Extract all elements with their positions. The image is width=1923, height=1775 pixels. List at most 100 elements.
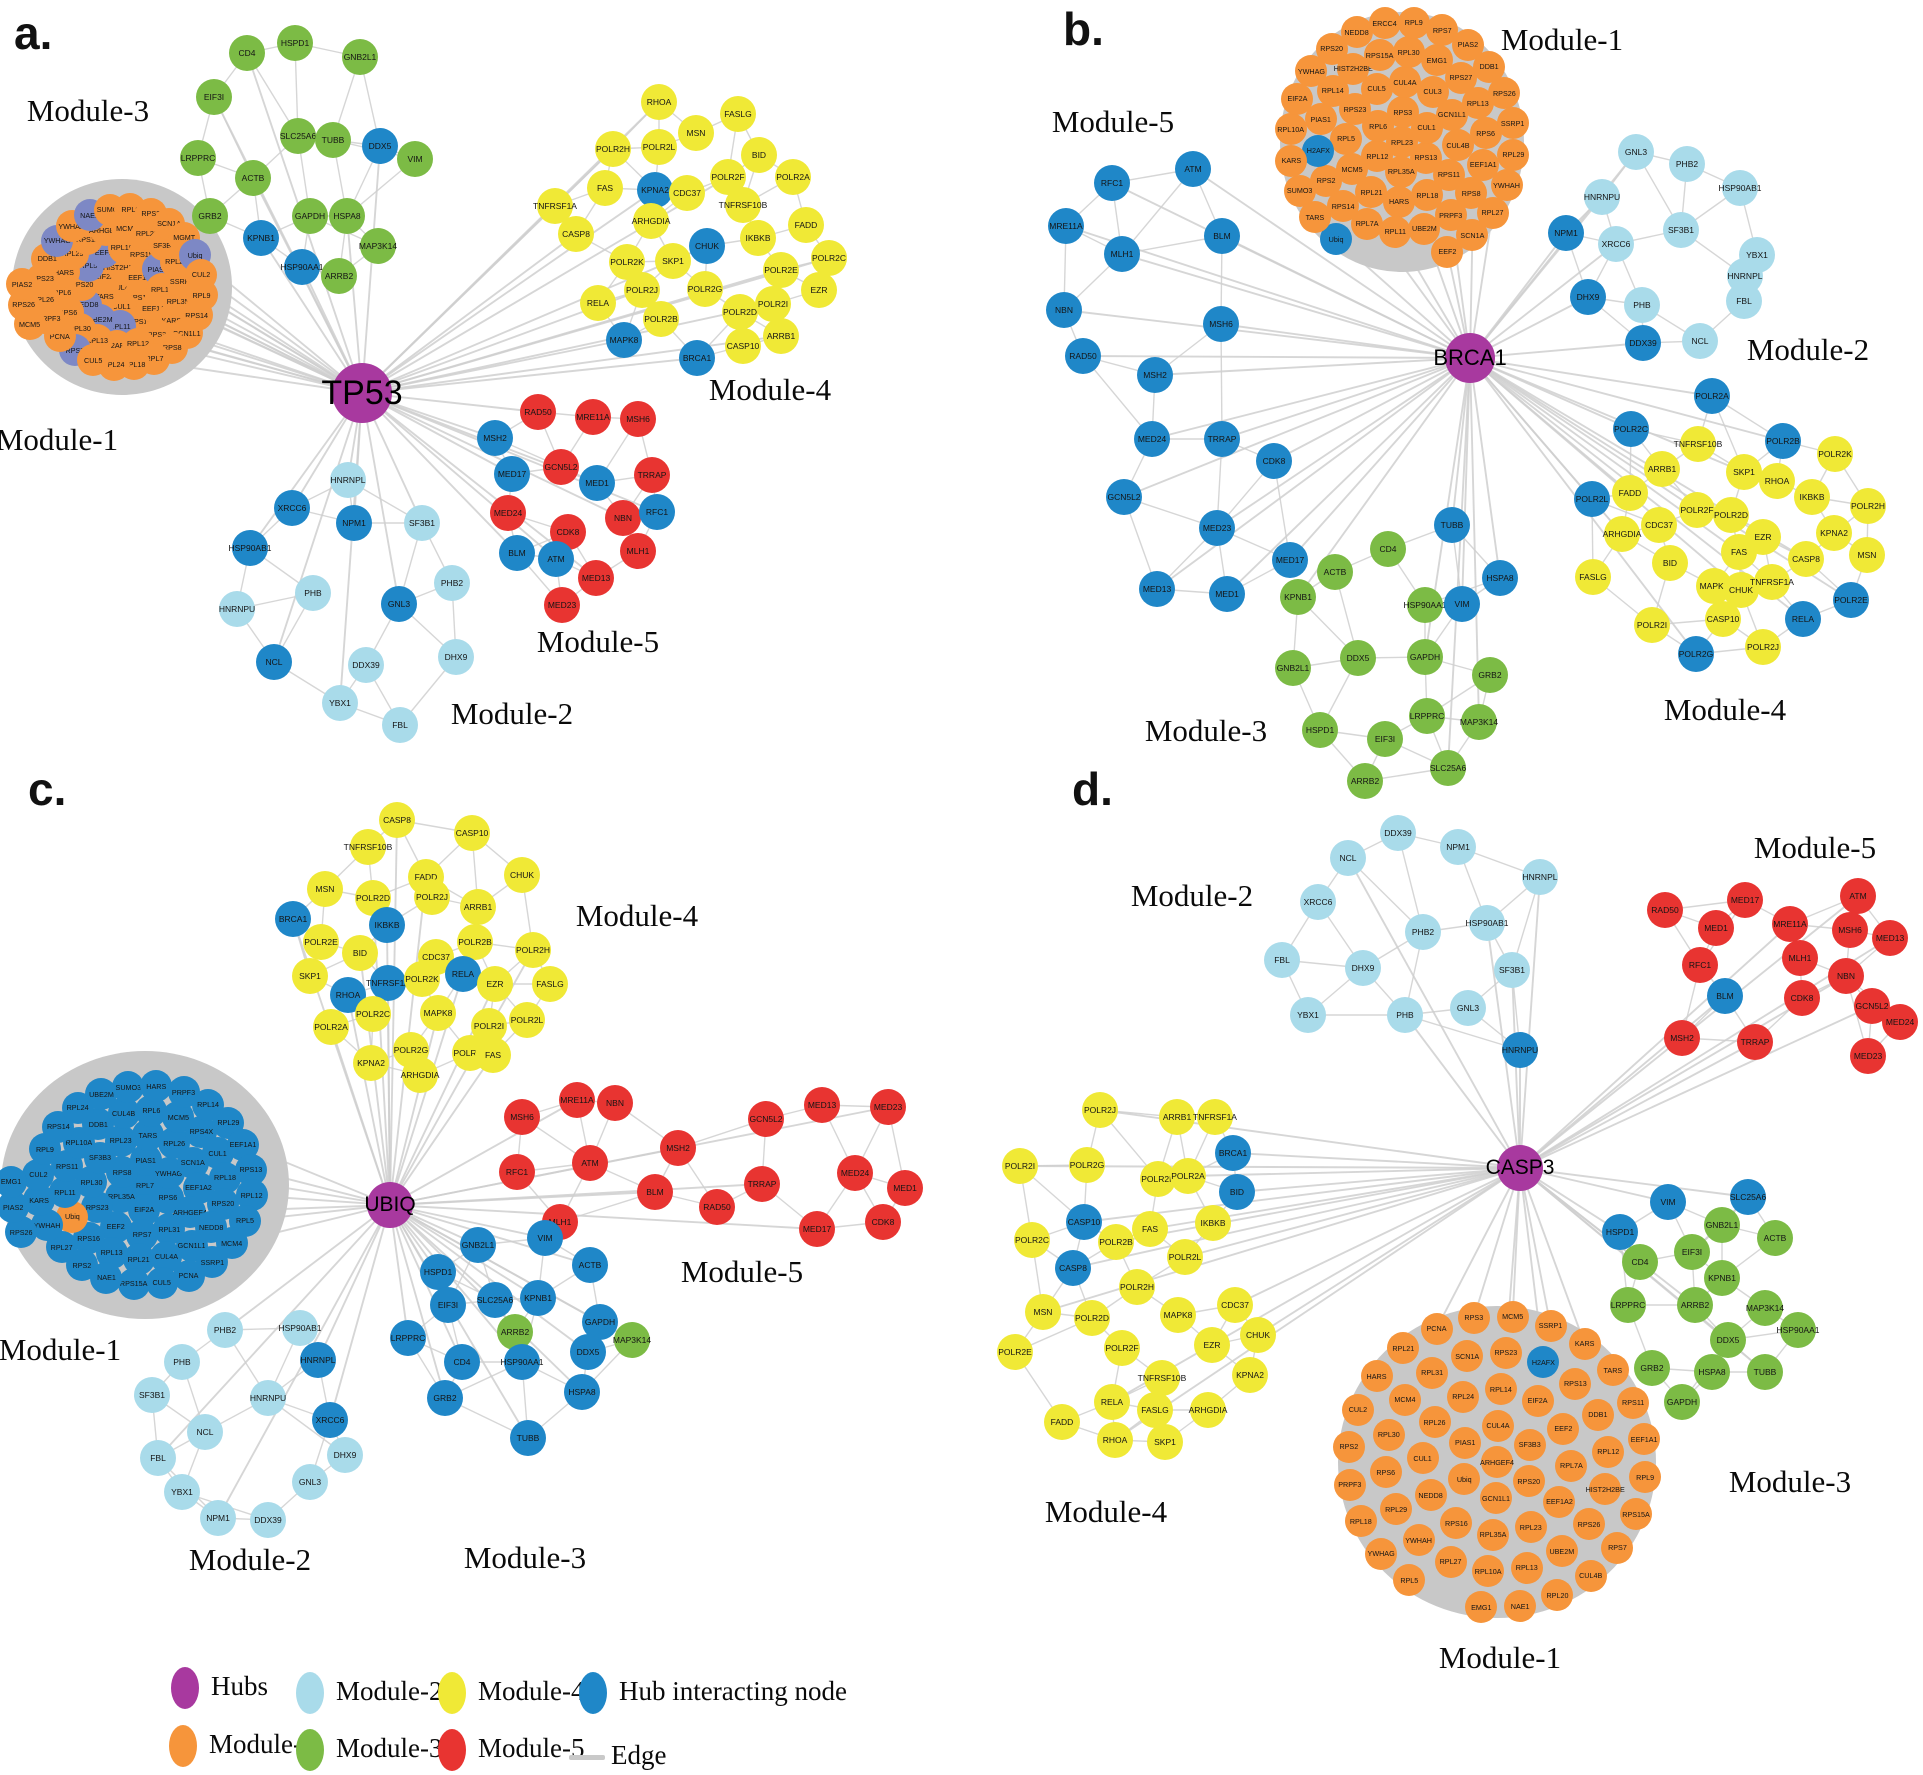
edge bbox=[389, 1183, 763, 1206]
node-med1-label: MED1 bbox=[1215, 589, 1239, 599]
node-rpl5: RPL5 bbox=[1330, 122, 1363, 155]
node-vim: VIM bbox=[1444, 586, 1480, 622]
node-cul4b-label: CUL4B bbox=[1446, 140, 1470, 150]
node-eef2-label: EEF2 bbox=[1438, 247, 1457, 257]
node-gcn1l1-label: GCN1L1 bbox=[172, 328, 201, 338]
node-arrb1-label: ARRB1 bbox=[1647, 464, 1677, 474]
node-eef2-label: EEF2 bbox=[94, 247, 113, 257]
node-polr2c: POLR2C bbox=[811, 240, 847, 276]
node-pias2: PIAS2 bbox=[6, 268, 39, 301]
node-cdk8-label: CDK8 bbox=[1262, 456, 1286, 466]
node-faslg-label: FASLG bbox=[1579, 572, 1607, 582]
node-rela: RELA bbox=[1785, 601, 1821, 637]
node-skp1-label: SKP1 bbox=[1733, 467, 1755, 477]
node-fadd: FADD bbox=[1612, 475, 1648, 511]
edge bbox=[317, 1204, 391, 1361]
node-kpnb1-label: KPNB1 bbox=[1284, 592, 1312, 602]
edge bbox=[249, 392, 363, 549]
node-hspd1-label: HSPD1 bbox=[280, 38, 310, 48]
legend-label-module-2: Module-2 bbox=[336, 1676, 443, 1706]
node-ikbkb-label: IKBKB bbox=[1799, 492, 1825, 502]
edge bbox=[273, 392, 363, 663]
edge bbox=[389, 1204, 446, 1399]
node-scn1a-label: SCN1A bbox=[1460, 230, 1485, 240]
node-atm-label: ATM bbox=[1184, 164, 1202, 174]
node-rps13-label: RPS13 bbox=[127, 292, 151, 302]
node-sf3b1: SF3B1 bbox=[404, 505, 440, 541]
node-ywhah: YWHAH bbox=[1490, 169, 1523, 202]
node-rpl21-label: RPL21 bbox=[1360, 187, 1383, 197]
node-gapdh-label: GAPDH bbox=[1409, 652, 1441, 662]
node-xrcc6: XRCC6 bbox=[274, 490, 310, 526]
node-polr2c-label: POLR2C bbox=[1613, 424, 1648, 434]
node-ssrp1: SSRP1 bbox=[1496, 107, 1529, 140]
node-hsp90aa1-label: HSP90AA1 bbox=[1403, 600, 1447, 610]
node-rpl12-label: RPL12 bbox=[1366, 151, 1389, 161]
node-brca1-label: BRCA1 bbox=[682, 353, 712, 363]
node-arrb2-label: ARRB2 bbox=[324, 271, 354, 281]
node-hnrnpl-label: HNRNPL bbox=[1727, 271, 1763, 281]
node-lrpprc-label: LRPPRC bbox=[180, 153, 216, 163]
node-phb: PHB bbox=[295, 575, 331, 611]
node-gnl3-label: GNL3 bbox=[1624, 147, 1648, 157]
node-rpl11-label: RPL11 bbox=[1384, 227, 1407, 237]
edge bbox=[1121, 253, 1471, 359]
edge bbox=[1236, 1167, 1521, 1193]
edge bbox=[1082, 355, 1471, 359]
edge bbox=[252, 177, 363, 394]
edge bbox=[1404, 1014, 1521, 1169]
edge bbox=[1519, 876, 1541, 1169]
node-arrb1: ARRB1 bbox=[763, 318, 799, 354]
edge bbox=[1469, 357, 1742, 591]
node-polr2l: POLR2L bbox=[641, 129, 677, 165]
node-rps16-label: RPS16 bbox=[128, 317, 152, 327]
node-rhoa: RHOA bbox=[641, 84, 677, 120]
panel-a-module-2-label: Module-2 bbox=[450, 696, 574, 731]
node-arhgdia: ARHGDIA bbox=[632, 203, 670, 239]
node-polr2l-label: POLR2L bbox=[1575, 494, 1609, 504]
edge bbox=[1154, 357, 1471, 376]
node-med23: MED23 bbox=[1199, 510, 1235, 546]
node-tnfrsf1a-label: TNFRSF1A bbox=[533, 201, 577, 211]
node-hnrnpu: HNRNPU bbox=[219, 591, 255, 627]
edge bbox=[389, 1106, 889, 1206]
node-dhx9-label: DHX9 bbox=[444, 652, 468, 662]
node-cul3-label: CUL3 bbox=[1423, 87, 1442, 97]
node-mlh1: MLH1 bbox=[620, 533, 656, 569]
node-rpl30: RPL30 bbox=[1392, 36, 1425, 69]
node-ube2m-label: UBE2M bbox=[87, 315, 113, 325]
node-mre11a: MRE11A bbox=[575, 399, 611, 435]
edge bbox=[1519, 1041, 1756, 1169]
node-pias2-label: PIAS2 bbox=[1457, 40, 1479, 50]
node-polr2g: POLR2G bbox=[687, 271, 723, 307]
node-eif3i: EIF3I bbox=[1367, 721, 1403, 757]
node-actb: ACTB bbox=[1317, 554, 1353, 590]
node-ezr-label: EZR bbox=[1754, 532, 1772, 542]
node-rps20-label: RPS20 bbox=[70, 280, 94, 290]
node-npm1-label: NPM1 bbox=[1554, 228, 1578, 238]
node-xrcc6-label: XRCC6 bbox=[1601, 239, 1631, 249]
node-rps3-label: RPS3 bbox=[147, 330, 167, 340]
node-phb2: PHB2 bbox=[434, 565, 470, 601]
node-ncl-label: NCL bbox=[1691, 336, 1709, 346]
panel-a-module-5-label: Module-5 bbox=[536, 624, 660, 659]
node-bid: BID bbox=[741, 137, 777, 173]
node-ddx39-label: DDX39 bbox=[1629, 338, 1657, 348]
node-arrb2: ARRB2 bbox=[321, 258, 357, 294]
node-msn: MSN bbox=[1849, 537, 1885, 573]
node-ywhag-label: YWHAG bbox=[43, 236, 71, 246]
hub-tp53: TP53 bbox=[321, 363, 403, 423]
node-eif3i-label: EIF3I bbox=[1374, 734, 1396, 744]
hub-brca1-label: BRCA1 bbox=[1433, 345, 1507, 370]
edge bbox=[389, 1204, 529, 1439]
node-blm-label: BLM bbox=[1213, 231, 1231, 241]
node-eif2a-label: EIF2A bbox=[94, 272, 115, 282]
node-rps26-label: RPS26 bbox=[12, 300, 36, 310]
node-rpl7-label: RPL7 bbox=[145, 354, 164, 364]
node-casp8-label: CASP8 bbox=[383, 815, 411, 825]
node-kars-label: KARS bbox=[1281, 156, 1302, 166]
node-trrap-label: TRRAP bbox=[637, 470, 667, 480]
edge bbox=[389, 1054, 494, 1206]
node-atm: ATM bbox=[538, 541, 574, 577]
